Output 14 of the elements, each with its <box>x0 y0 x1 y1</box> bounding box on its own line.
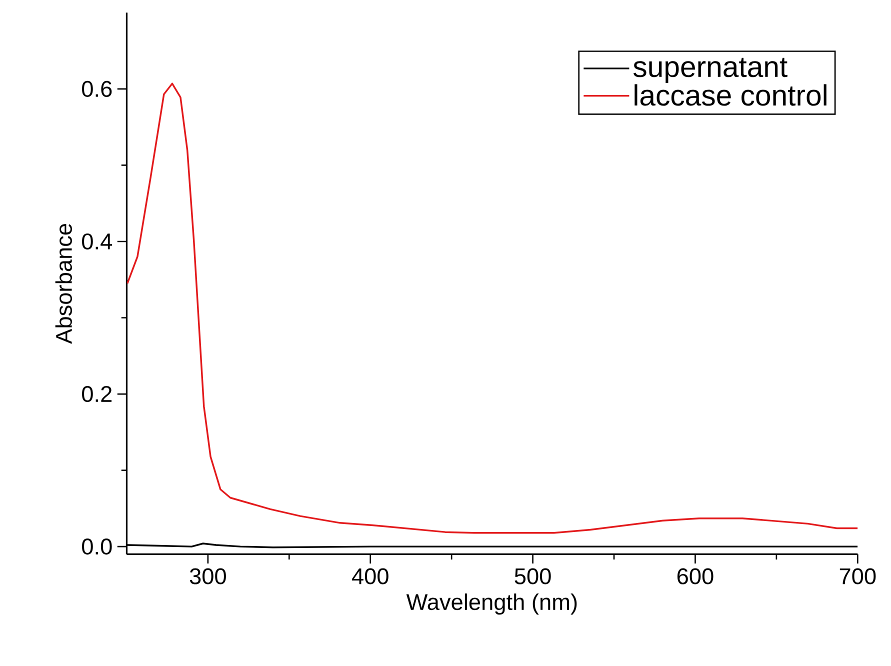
x-tick-label: 500 <box>514 568 551 584</box>
y-axis-title: Absorbance <box>55 224 72 344</box>
y-tick-label: 0.6 <box>82 80 112 97</box>
legend-label: laccase control <box>634 84 826 106</box>
x-tick-label: 400 <box>352 568 388 584</box>
x-axis-title: Wavelength (nm) <box>406 593 577 614</box>
y-tick-label: 0.4 <box>82 233 112 250</box>
line-series <box>126 82 858 534</box>
x-tick-label: 700 <box>840 568 876 584</box>
y-tick-label: 0.0 <box>82 538 112 554</box>
legend-label: supernatant <box>633 58 788 83</box>
y-tick-label: 0.2 <box>82 386 112 402</box>
x-tick-label: 300 <box>190 568 226 584</box>
x-tick-label: 600 <box>677 568 714 584</box>
